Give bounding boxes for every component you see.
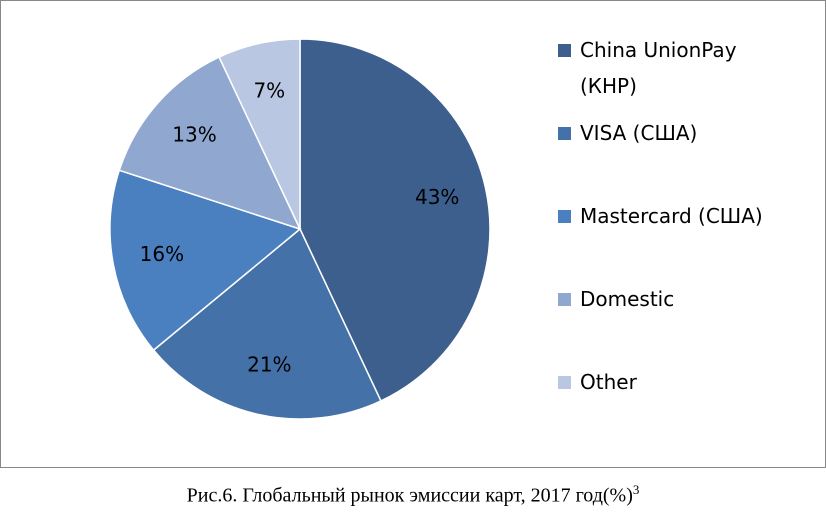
pie-slice	[218, 38, 301, 230]
caption: Рис.6. Глобальный рынок эмиссии карт, 20…	[0, 482, 826, 508]
legend-swatch	[558, 293, 571, 306]
caption-text: Рис.6. Глобальный рынок эмиссии карт, 20…	[186, 484, 633, 507]
data-label: 16%	[140, 242, 184, 266]
legend-item: VISA (США)	[558, 115, 790, 151]
legend-label: VISA (США)	[580, 121, 698, 145]
legend-swatch	[558, 127, 571, 140]
legend-item: Other	[558, 364, 790, 400]
data-label: 13%	[172, 123, 216, 147]
legend-item: Mastercard (США)	[558, 198, 790, 234]
legend-swatch	[558, 376, 571, 389]
legend-label: Other	[580, 370, 637, 394]
pie-slice	[109, 169, 302, 352]
pie-slice	[152, 227, 382, 420]
legend-swatch	[558, 210, 571, 223]
legend-item: Domestic	[558, 281, 790, 317]
pie-slice	[299, 38, 491, 402]
data-label: 43%	[415, 185, 459, 209]
data-label: 21%	[247, 353, 291, 377]
legend-label: China UnionPay (КНР)	[580, 38, 737, 98]
chart: 43% 21% 16% 13% 7%	[109, 38, 491, 420]
pie-slice	[118, 56, 302, 231]
legend-label: Mastercard (США)	[580, 204, 763, 228]
legend-label: Domestic	[580, 287, 675, 311]
data-label: 7%	[253, 78, 285, 102]
caption-note: 3	[632, 482, 640, 497]
legend-item: China UnionPay (КНР)	[558, 32, 790, 104]
legend-swatch	[558, 44, 571, 57]
